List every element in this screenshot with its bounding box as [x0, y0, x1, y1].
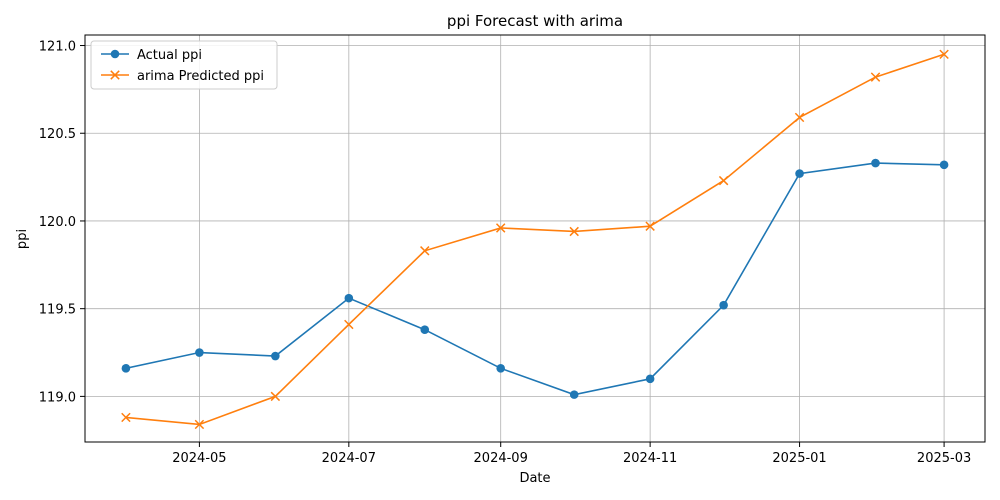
x-tick-label: 2024-09 [474, 451, 528, 466]
legend-marker [110, 70, 120, 80]
y-tick-label: 119.5 [39, 303, 76, 318]
x-tick-label: 2025-03 [917, 451, 971, 466]
data-point [195, 348, 204, 357]
x-axis-label: Date [519, 471, 550, 486]
data-point [569, 390, 579, 399]
data-point [344, 293, 354, 303]
data-point [794, 112, 805, 123]
legend-label: Actual ppi [137, 48, 202, 63]
data-point [645, 221, 655, 231]
data-point [495, 223, 506, 233]
x-tick-label: 2024-07 [322, 451, 376, 466]
x-tick-label: 2025-01 [772, 451, 826, 466]
ticks-layer: 2024-05 2024-07 2024-09 2024-11 2025-01 2025-… [39, 40, 971, 466]
grid [85, 35, 985, 442]
data-point [344, 319, 354, 330]
data-point [121, 412, 131, 423]
data-point [496, 364, 506, 373]
data-point [645, 374, 655, 384]
y-tick-label: 121.0 [39, 40, 76, 55]
series-line-2 [125, 53, 945, 426]
series-line-1 [125, 162, 945, 396]
data-point [795, 169, 804, 178]
data-point [939, 49, 949, 60]
data-point [718, 175, 729, 186]
data-point [271, 351, 280, 361]
y-axis-label: ppi [15, 229, 30, 249]
y-tick-label: 120.5 [39, 127, 76, 142]
chart-title: ppi Forecast with arima [447, 12, 623, 30]
series-layer [121, 49, 949, 430]
data-point [420, 246, 430, 256]
y-tick-label: 120.0 [39, 215, 76, 230]
data-point [194, 419, 205, 430]
x-tick-label: 2024-05 [172, 451, 226, 466]
data-point [871, 158, 880, 168]
data-point [569, 226, 579, 237]
legend-label: arima Predicted ppi [137, 69, 264, 84]
data-point [939, 160, 949, 170]
data-point [719, 300, 728, 310]
legend-marker [110, 49, 120, 59]
legend-box [90, 40, 278, 90]
data-point [420, 325, 430, 335]
plot-frame [84, 34, 986, 443]
x-tick-label: 2024-11 [623, 451, 677, 466]
data-point [270, 391, 281, 402]
legend: Actual ppi arima Predicted ppi [90, 40, 278, 90]
y-tick-label: 119.0 [39, 390, 76, 405]
data-point [870, 72, 881, 82]
data-point [121, 364, 131, 373]
